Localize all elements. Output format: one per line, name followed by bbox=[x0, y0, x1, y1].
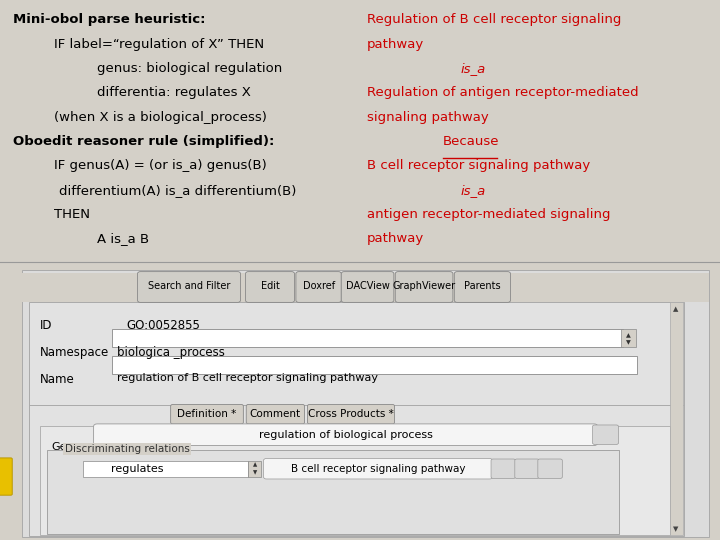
Text: Search and Filter: Search and Filter bbox=[148, 281, 230, 292]
Text: biologica _process: biologica _process bbox=[117, 346, 225, 359]
Text: Definition *: Definition * bbox=[177, 409, 237, 419]
FancyBboxPatch shape bbox=[171, 404, 243, 424]
Text: genus: biological regulation: genus: biological regulation bbox=[97, 62, 282, 75]
FancyBboxPatch shape bbox=[40, 426, 670, 535]
Text: Discriminating relations: Discriminating relations bbox=[65, 444, 189, 454]
FancyBboxPatch shape bbox=[22, 270, 709, 537]
FancyBboxPatch shape bbox=[0, 458, 12, 495]
Text: Name: Name bbox=[40, 373, 74, 386]
Text: Doxref: Doxref bbox=[302, 281, 335, 292]
Text: Parents: Parents bbox=[464, 281, 500, 292]
Text: regulation of biological process: regulation of biological process bbox=[258, 430, 433, 440]
Text: Regulation of B cell receptor signaling: Regulation of B cell receptor signaling bbox=[367, 14, 621, 26]
FancyBboxPatch shape bbox=[491, 459, 516, 478]
Text: is_a: is_a bbox=[461, 62, 486, 75]
Text: pathway: pathway bbox=[367, 38, 425, 51]
FancyBboxPatch shape bbox=[538, 459, 562, 478]
FancyBboxPatch shape bbox=[22, 273, 709, 302]
Text: ▼: ▼ bbox=[253, 470, 257, 475]
Text: is_a: is_a bbox=[461, 184, 486, 197]
FancyBboxPatch shape bbox=[264, 458, 492, 479]
Text: regulates: regulates bbox=[111, 464, 163, 474]
FancyBboxPatch shape bbox=[593, 425, 618, 444]
FancyBboxPatch shape bbox=[29, 302, 684, 536]
Text: pathway: pathway bbox=[367, 232, 425, 245]
Text: antigen receptor-mediated signaling: antigen receptor-mediated signaling bbox=[367, 208, 611, 221]
Text: signaling pathway: signaling pathway bbox=[367, 111, 489, 124]
Text: IF genus(A) = (or is_a) genus(B): IF genus(A) = (or is_a) genus(B) bbox=[54, 159, 266, 172]
Text: THEN: THEN bbox=[54, 208, 90, 221]
Text: ▲: ▲ bbox=[673, 306, 679, 312]
Text: ▲: ▲ bbox=[253, 462, 257, 468]
Text: Comment: Comment bbox=[250, 409, 301, 419]
FancyBboxPatch shape bbox=[246, 404, 305, 424]
Text: Genus: Genus bbox=[52, 442, 87, 452]
Text: GO:0052855: GO:0052855 bbox=[126, 319, 200, 332]
FancyBboxPatch shape bbox=[296, 272, 341, 302]
FancyBboxPatch shape bbox=[112, 329, 623, 347]
Text: ▼: ▼ bbox=[673, 526, 679, 532]
Text: regulation of B cell receptor signaling pathway: regulation of B cell receptor signaling … bbox=[117, 373, 379, 383]
FancyBboxPatch shape bbox=[670, 302, 683, 535]
Text: Regulation of antigen receptor-mediated: Regulation of antigen receptor-mediated bbox=[367, 86, 639, 99]
FancyBboxPatch shape bbox=[621, 329, 636, 347]
FancyBboxPatch shape bbox=[246, 272, 294, 302]
Text: Because: Because bbox=[443, 135, 499, 148]
Text: ▼: ▼ bbox=[626, 340, 631, 346]
FancyBboxPatch shape bbox=[112, 356, 637, 374]
Text: (when X is a biological_process): (when X is a biological_process) bbox=[54, 111, 267, 124]
FancyBboxPatch shape bbox=[248, 461, 261, 477]
FancyBboxPatch shape bbox=[47, 450, 619, 534]
FancyBboxPatch shape bbox=[307, 404, 395, 424]
FancyBboxPatch shape bbox=[454, 272, 510, 302]
Text: Mini-obol parse heuristic:: Mini-obol parse heuristic: bbox=[13, 14, 205, 26]
Text: B cell receptor signaling pathway: B cell receptor signaling pathway bbox=[291, 464, 465, 474]
FancyBboxPatch shape bbox=[83, 461, 248, 477]
Text: differentium(A) is_a differentium(B): differentium(A) is_a differentium(B) bbox=[59, 184, 297, 197]
Text: DACView: DACView bbox=[346, 281, 390, 292]
Text: B cell receptor signaling pathway: B cell receptor signaling pathway bbox=[367, 159, 590, 172]
Text: GraphViewer: GraphViewer bbox=[392, 281, 456, 292]
Text: ▲: ▲ bbox=[626, 333, 631, 339]
Text: Namespace: Namespace bbox=[40, 346, 109, 359]
Text: ID: ID bbox=[40, 319, 52, 332]
FancyBboxPatch shape bbox=[138, 272, 240, 302]
FancyBboxPatch shape bbox=[341, 272, 394, 302]
Text: Cross Products *: Cross Products * bbox=[308, 409, 394, 419]
FancyBboxPatch shape bbox=[94, 424, 598, 446]
Text: Edit: Edit bbox=[261, 281, 279, 292]
FancyBboxPatch shape bbox=[395, 272, 453, 302]
Text: A is_a B: A is_a B bbox=[97, 232, 149, 245]
Text: differentia: regulates X: differentia: regulates X bbox=[97, 86, 251, 99]
FancyBboxPatch shape bbox=[515, 459, 539, 478]
Text: Oboedit reasoner rule (simplified):: Oboedit reasoner rule (simplified): bbox=[13, 135, 274, 148]
Text: IF label=“regulation of X” THEN: IF label=“regulation of X” THEN bbox=[54, 38, 264, 51]
